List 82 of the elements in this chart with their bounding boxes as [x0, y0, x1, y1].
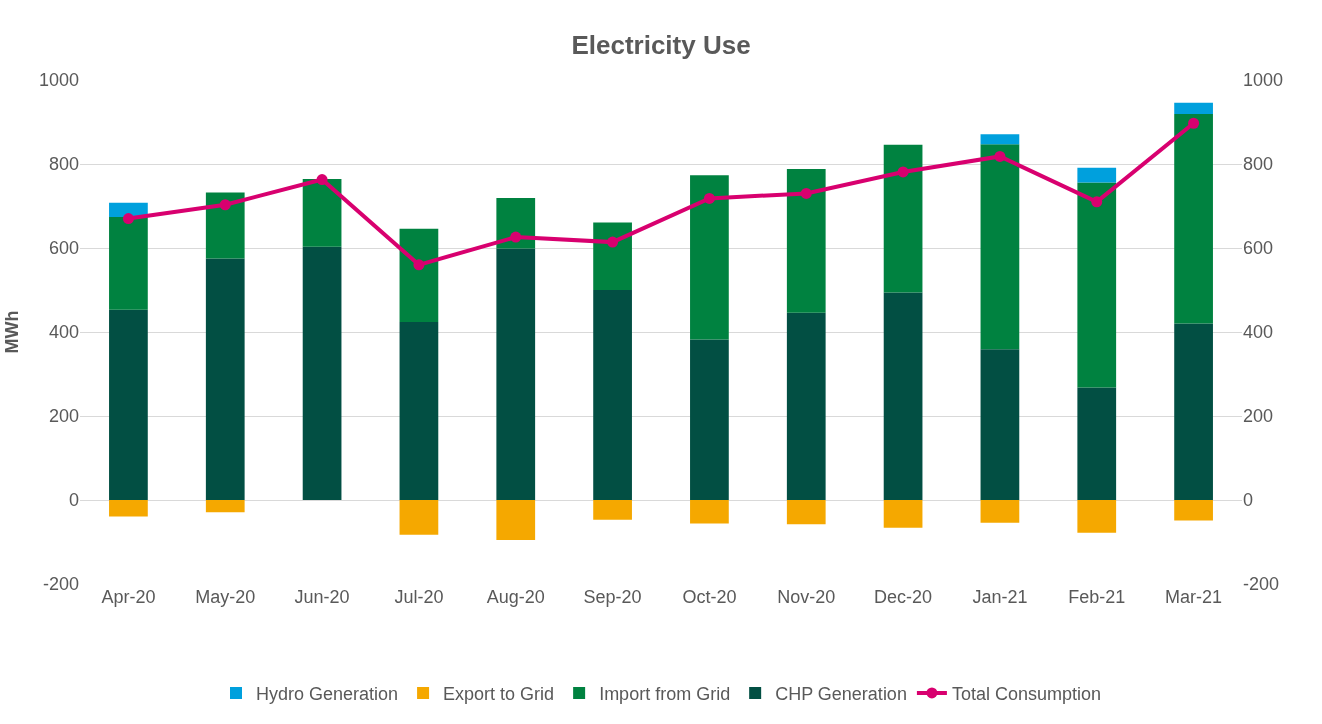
point: [994, 150, 1006, 162]
x-tick-label: Aug-20: [486, 587, 545, 607]
bar: [690, 175, 729, 340]
legend-label: Import from Grid: [599, 683, 731, 704]
y2-tick-label: 1000: [1243, 70, 1284, 91]
y2-tick-label: 200: [1243, 406, 1274, 427]
point: [316, 174, 328, 186]
bar: [883, 144, 923, 293]
x-tick-label: Mar-21: [1165, 587, 1223, 607]
chart-title: Electricity Use: [571, 30, 751, 61]
y2-tick-label: 0: [1243, 490, 1254, 511]
bar: [1077, 500, 1117, 533]
y-tick-label: 800: [48, 154, 79, 175]
bar: [786, 312, 826, 500]
x-tick-label: May-20: [195, 587, 256, 607]
point: [607, 236, 619, 248]
bar: [399, 228, 439, 322]
y-tick-label: 600: [48, 238, 79, 259]
y-tick-label: 400: [48, 322, 79, 343]
bar: [109, 500, 148, 517]
point: [703, 192, 715, 204]
point: [800, 187, 812, 199]
y2-tick-label: 800: [1243, 154, 1274, 175]
bar: [690, 339, 729, 500]
bar: [1077, 182, 1117, 388]
bar: [1174, 102, 1213, 115]
bar: [1174, 323, 1213, 500]
bar: [109, 309, 148, 500]
y2-tick-label: 400: [1243, 322, 1274, 343]
bar: [1077, 167, 1117, 183]
point: [1091, 196, 1103, 208]
y-tick-label: -200: [42, 574, 79, 595]
bar: [109, 216, 148, 310]
legend-label: CHP Generation: [775, 683, 907, 704]
bar: [1077, 387, 1117, 500]
x-tick-label: Oct-20: [682, 587, 737, 607]
bar: [690, 500, 729, 524]
bar: [980, 500, 1020, 523]
point: [122, 213, 134, 225]
legend-label: Export to Grid: [443, 683, 555, 704]
bar: [1174, 114, 1213, 324]
bar: [302, 179, 342, 247]
x-tick-label: Jun-20: [294, 587, 350, 607]
bar: [205, 258, 245, 500]
bar: [399, 321, 439, 500]
point: [1188, 117, 1200, 129]
bar: [786, 500, 826, 525]
y-tick-label: 0: [68, 490, 79, 511]
y2-tick-label: -200: [1243, 574, 1280, 595]
bar: [883, 292, 923, 500]
bar: [883, 500, 923, 528]
x-tick-label: Nov-20: [777, 587, 836, 607]
x-tick-label: Dec-20: [874, 587, 933, 607]
x-tick-label: Feb-21: [1068, 587, 1126, 607]
x-tick-label: Jan-21: [972, 587, 1028, 607]
bar: [496, 500, 536, 540]
y-axis-title: MWh: [2, 310, 23, 354]
bar: [496, 248, 536, 500]
bar: [205, 192, 245, 259]
y-tick-label: 200: [48, 406, 79, 427]
bar: [399, 500, 439, 535]
point: [219, 199, 231, 211]
bar: [593, 290, 632, 500]
bar: [980, 134, 1020, 145]
bar: [302, 246, 342, 500]
bar: [786, 169, 826, 313]
x-tick-label: Jul-20: [394, 587, 444, 607]
bar: [593, 222, 632, 290]
legend-label: Total Consumption: [951, 683, 1101, 704]
bar: [980, 144, 1020, 350]
legend-label: Hydro Generation: [256, 683, 399, 704]
point: [510, 231, 522, 243]
x-tick-label: Apr-20: [101, 587, 156, 607]
y2-tick-label: 600: [1243, 238, 1274, 259]
bar: [1174, 500, 1213, 521]
bar: [205, 500, 245, 513]
bar: [980, 349, 1020, 500]
point: [413, 259, 425, 271]
x-tick-label: Sep-20: [583, 587, 642, 607]
y-tick-label: 1000: [38, 70, 79, 91]
bar: [593, 500, 632, 520]
point: [897, 166, 909, 178]
